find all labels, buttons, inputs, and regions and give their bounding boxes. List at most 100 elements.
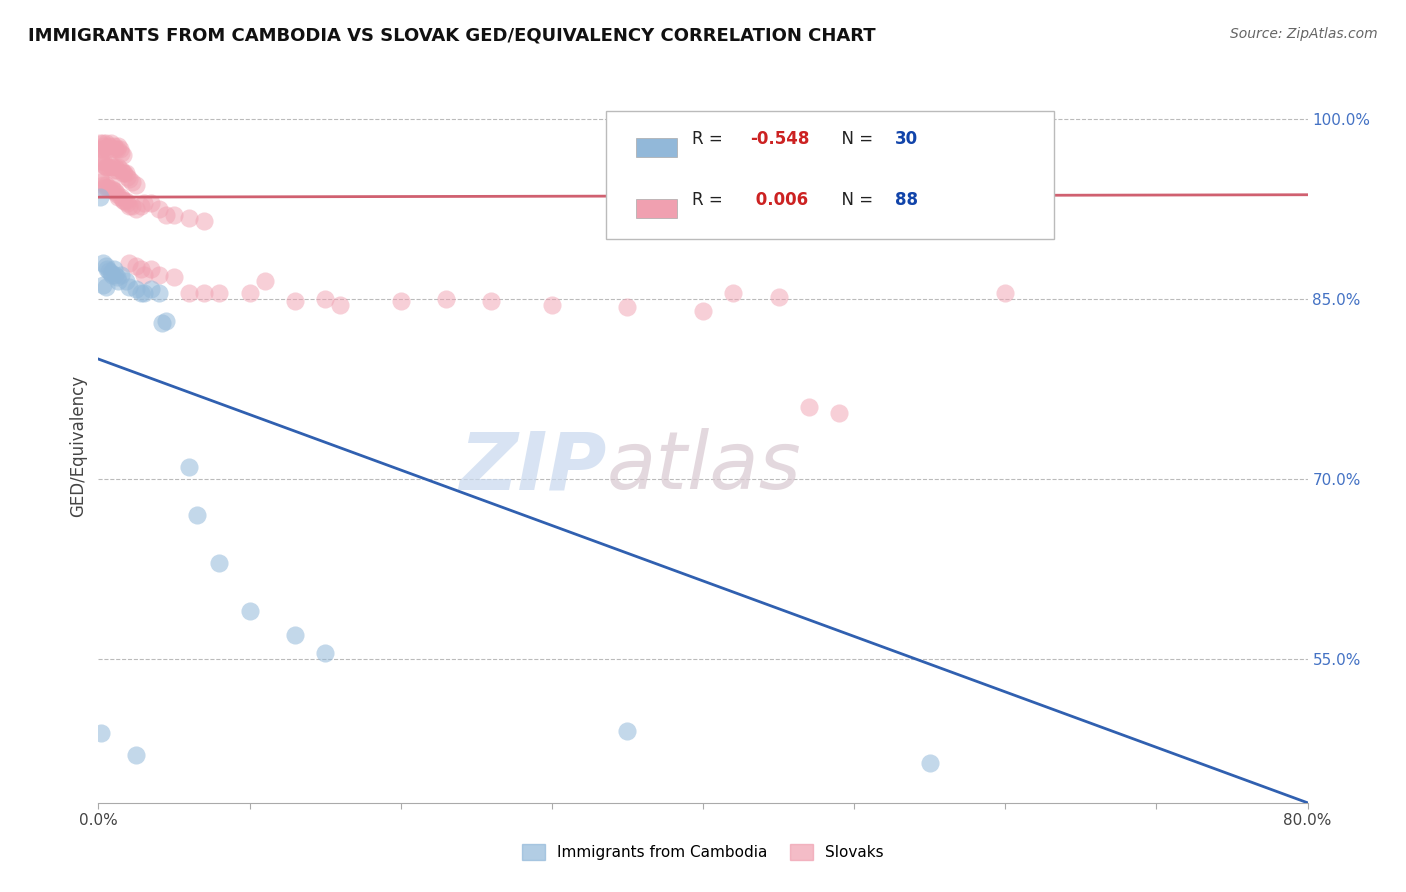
Point [163,270,186,285]
Point [155,208,177,222]
Text: 88: 88 [894,191,918,209]
Point [103,162,125,177]
Point [91,178,114,193]
Point [103,262,125,277]
Point [96,160,118,174]
Point [100,178,122,193]
Point [90,175,112,189]
Point [90,726,112,740]
Point [94,178,117,193]
Point [101,142,124,156]
Point [96,262,118,277]
Y-axis label: GED/Equivalency: GED/Equivalency [69,375,87,517]
Text: N =: N = [831,130,879,148]
Point [155,313,177,327]
Text: N =: N = [831,191,879,209]
Point [329,298,352,312]
Point [98,264,121,278]
Point [110,162,132,177]
Point [934,142,956,156]
Point [89,136,111,151]
Point [148,202,170,216]
Point [125,259,148,273]
Point [118,280,141,294]
Text: ZIP: ZIP [458,428,606,507]
Point [107,190,129,204]
Point [193,214,215,228]
Point [284,294,307,309]
Point [100,266,122,280]
Point [91,136,114,151]
Point [90,154,112,169]
Point [148,268,170,282]
Point [103,184,125,198]
Point [118,256,141,270]
Text: 0.006: 0.006 [749,191,808,209]
Point [114,274,136,288]
Point [104,184,127,198]
Point [125,178,148,193]
Point [132,196,155,211]
Point [101,268,124,282]
Point [104,142,127,156]
Point [93,138,115,153]
Point [148,286,170,301]
Text: R =: R = [692,130,728,148]
Point [110,145,132,160]
Point [208,556,231,570]
Point [389,294,412,309]
Point [121,198,143,212]
Point [111,166,134,180]
Point [111,148,134,162]
Point [94,136,117,151]
Point [540,298,562,312]
Text: 30: 30 [894,130,918,148]
Point [616,301,638,315]
Point [105,186,128,201]
Point [253,274,276,288]
Point [105,162,128,177]
Text: atlas: atlas [606,428,801,507]
Point [112,166,135,180]
Point [616,723,638,738]
Point [90,142,112,156]
Point [129,198,152,212]
Point [114,194,136,208]
Point [284,628,307,642]
Point [314,292,336,306]
Point [163,208,186,222]
Point [89,151,111,165]
Point [100,158,122,172]
Point [132,286,155,301]
Point [107,138,129,153]
Point [94,259,117,273]
Point [104,268,127,282]
Text: Source: ZipAtlas.com: Source: ZipAtlas.com [1230,27,1378,41]
Point [208,286,231,301]
Point [179,286,201,301]
Point [481,294,503,309]
Point [115,196,138,211]
Point [89,190,111,204]
Point [89,169,111,184]
Point [129,286,152,301]
Point [125,283,148,297]
Point [93,158,115,172]
Point [112,194,135,208]
Point [96,142,118,156]
Text: R =: R = [692,191,728,209]
Point [193,286,215,301]
Point [96,180,118,194]
Point [98,160,121,174]
Point [434,292,457,306]
Point [918,136,941,151]
Point [105,270,128,285]
Text: IMMIGRANTS FROM CAMBODIA VS SLOVAK GED/EQUIVALENCY CORRELATION CHART: IMMIGRANTS FROM CAMBODIA VS SLOVAK GED/E… [28,27,876,45]
Point [100,136,122,151]
Point [918,756,941,771]
Point [91,256,114,270]
Point [132,268,155,282]
Point [101,160,124,174]
Point [129,262,152,277]
Point [107,160,129,174]
